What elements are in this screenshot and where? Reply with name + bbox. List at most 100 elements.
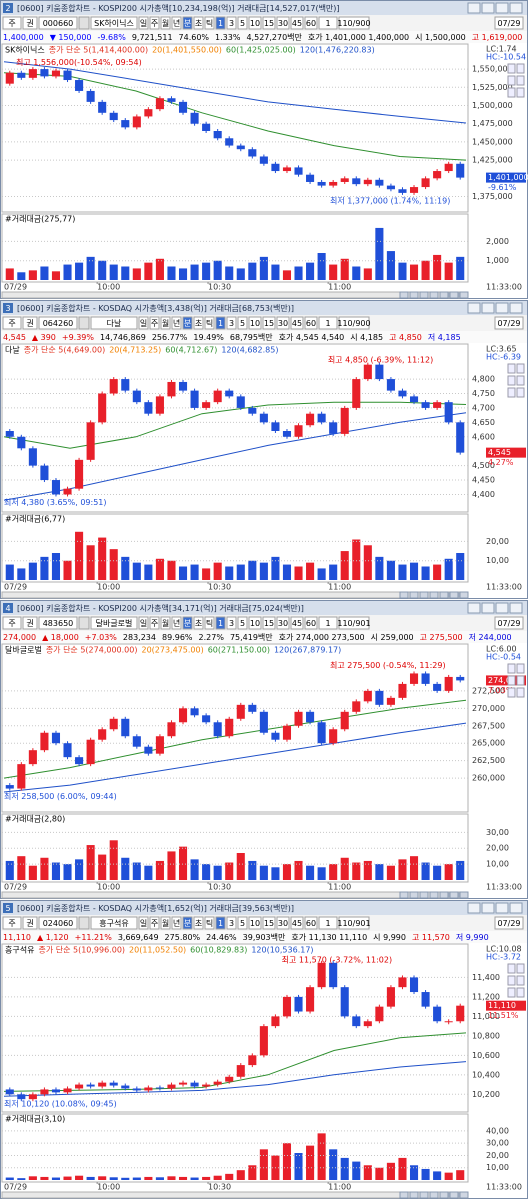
side-tool[interactable] — [516, 387, 525, 398]
side-tool[interactable] — [507, 975, 516, 986]
window-button[interactable] — [509, 302, 523, 314]
period-button-box[interactable] — [276, 616, 290, 630]
side-tool[interactable] — [516, 75, 525, 86]
nav-button[interactable] — [399, 1191, 409, 1199]
nav-button[interactable] — [439, 591, 449, 599]
kind-button-box[interactable] — [22, 616, 38, 630]
nav-button[interactable] — [449, 891, 459, 899]
window-button[interactable] — [481, 2, 495, 14]
period-button-box[interactable] — [149, 16, 160, 30]
period-button-box[interactable] — [204, 316, 215, 330]
side-tool[interactable] — [516, 87, 525, 98]
nav-button[interactable] — [429, 291, 439, 299]
code-input-box[interactable] — [38, 916, 78, 930]
period-button-box[interactable] — [237, 16, 248, 30]
side-tool[interactable] — [507, 75, 516, 86]
period-button-box[interactable] — [290, 16, 304, 30]
period-button-box[interactable] — [215, 616, 226, 630]
date-display-box[interactable] — [494, 16, 524, 30]
search-button-box[interactable] — [78, 16, 90, 30]
period-button-box[interactable] — [226, 16, 237, 30]
period-button-box[interactable] — [138, 316, 149, 330]
window-button[interactable] — [481, 302, 495, 314]
nav-button[interactable] — [439, 891, 449, 899]
nav-button[interactable] — [439, 291, 449, 299]
stock-name-box[interactable] — [90, 916, 138, 930]
nav-button[interactable] — [399, 291, 409, 299]
code-input-box[interactable] — [38, 616, 78, 630]
side-tool[interactable] — [507, 987, 516, 998]
window-button[interactable] — [495, 602, 509, 614]
nav-button[interactable] — [449, 1191, 459, 1199]
period-button-box[interactable] — [171, 16, 182, 30]
period-button-box[interactable] — [304, 616, 318, 630]
nav-button[interactable] — [429, 1191, 439, 1199]
period-button-box[interactable] — [160, 316, 171, 330]
period-button-box[interactable] — [248, 616, 262, 630]
count-display-box[interactable] — [338, 916, 370, 930]
search-button-box[interactable] — [78, 316, 90, 330]
side-tool[interactable] — [507, 87, 516, 98]
nav-button[interactable] — [449, 291, 459, 299]
period-button-box[interactable] — [171, 316, 182, 330]
nav-button[interactable] — [439, 1191, 449, 1199]
period-button-box[interactable] — [215, 916, 226, 930]
kind-button-box[interactable] — [22, 16, 38, 30]
window-button[interactable] — [495, 2, 509, 14]
side-tool[interactable] — [507, 63, 516, 74]
window-button[interactable] — [509, 602, 523, 614]
market-select-box[interactable] — [2, 16, 22, 30]
period-button-box[interactable] — [160, 916, 171, 930]
side-tool[interactable] — [516, 63, 525, 74]
window-button[interactable] — [467, 2, 481, 14]
nav-button[interactable] — [399, 591, 409, 599]
side-tool[interactable] — [516, 375, 525, 386]
period-button-box[interactable] — [204, 916, 215, 930]
interval-select-box[interactable] — [318, 616, 338, 630]
count-display-box[interactable] — [338, 16, 370, 30]
period-button-box[interactable] — [248, 316, 262, 330]
date-display-box[interactable] — [494, 616, 524, 630]
interval-select-box[interactable] — [318, 16, 338, 30]
side-tool[interactable] — [507, 363, 516, 374]
side-tool[interactable] — [516, 975, 525, 986]
period-button-box[interactable] — [171, 616, 182, 630]
window-button[interactable] — [467, 902, 481, 914]
kind-button-box[interactable] — [22, 316, 38, 330]
period-button-box[interactable] — [138, 16, 149, 30]
period-button-box[interactable] — [215, 316, 226, 330]
period-button-box[interactable] — [182, 916, 193, 930]
window-button[interactable] — [467, 302, 481, 314]
stock-name-box[interactable] — [90, 616, 138, 630]
side-tool[interactable] — [516, 687, 525, 698]
side-tool[interactable] — [516, 663, 525, 674]
side-tool[interactable] — [507, 963, 516, 974]
nav-button[interactable] — [419, 891, 429, 899]
nav-button[interactable] — [409, 1191, 419, 1199]
period-button-box[interactable] — [204, 16, 215, 30]
side-tool[interactable] — [516, 987, 525, 998]
side-tool[interactable] — [507, 387, 516, 398]
market-select-box[interactable] — [2, 616, 22, 630]
market-select-box[interactable] — [2, 916, 22, 930]
date-display-box[interactable] — [494, 316, 524, 330]
period-button-box[interactable] — [160, 616, 171, 630]
side-tool[interactable] — [516, 963, 525, 974]
period-button-box[interactable] — [262, 316, 276, 330]
nav-button[interactable] — [459, 591, 469, 599]
nav-button[interactable] — [459, 891, 469, 899]
nav-button[interactable] — [459, 1191, 469, 1199]
kind-button-box[interactable] — [22, 916, 38, 930]
nav-button[interactable] — [399, 891, 409, 899]
nav-button[interactable] — [459, 291, 469, 299]
period-button-box[interactable] — [149, 916, 160, 930]
nav-button[interactable] — [449, 591, 459, 599]
market-select-box[interactable] — [2, 316, 22, 330]
period-button-box[interactable] — [237, 916, 248, 930]
period-button-box[interactable] — [262, 16, 276, 30]
period-button-box[interactable] — [171, 916, 182, 930]
side-tool[interactable] — [507, 375, 516, 386]
nav-button[interactable] — [409, 591, 419, 599]
period-button-box[interactable] — [304, 316, 318, 330]
interval-select-box[interactable] — [318, 316, 338, 330]
